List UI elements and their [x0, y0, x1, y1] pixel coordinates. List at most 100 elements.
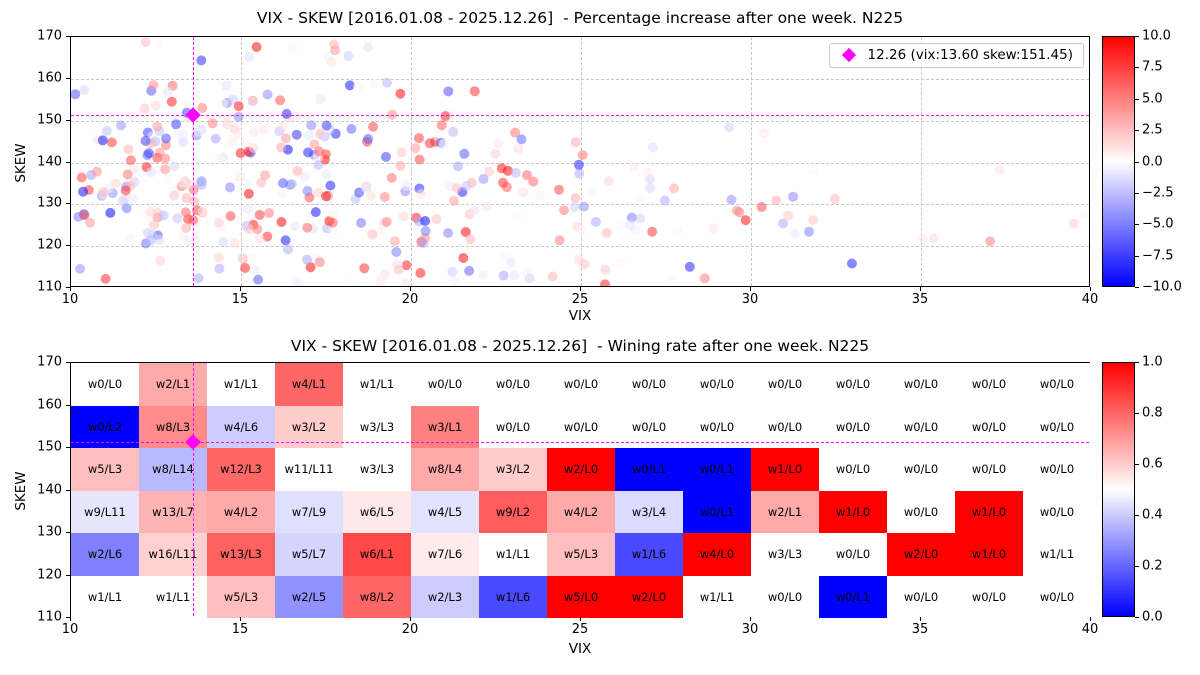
scatter-point: [929, 233, 939, 244]
scatter-point: [459, 148, 470, 159]
heatmap-cell-label: w3/L4: [631, 504, 667, 519]
heatmap-cell-label: w0/L0: [427, 377, 463, 392]
scatter-point: [643, 167, 654, 178]
scatter-point: [166, 96, 177, 107]
y-tick-mark: [66, 532, 70, 533]
scatter-points-layer: [71, 37, 1089, 286]
heatmap-cell-label: w13/L3: [220, 547, 262, 562]
heatmap-cell-label: w2/L6: [87, 547, 123, 562]
colorbar-tick-mark: [1135, 464, 1139, 465]
scatter-point: [314, 146, 325, 157]
heatmap-cell: w0/L0: [547, 405, 615, 448]
scatter-point: [286, 178, 297, 189]
scatter-point: [783, 210, 794, 221]
gridline: [71, 120, 1089, 122]
scatter-point: [420, 216, 431, 226]
heatmap-cell: w0/L0: [887, 363, 955, 406]
scatter-point: [510, 167, 521, 178]
y-tick-label: 170: [37, 28, 62, 44]
heatmap-cell-label: w0/L0: [563, 419, 599, 434]
scatter-point: [343, 51, 354, 61]
colorbar-tick-mark: [1135, 617, 1139, 618]
x-tick-label: 10: [61, 292, 79, 307]
scatter-point: [181, 222, 192, 233]
scatter-point: [391, 247, 402, 257]
heatmap-cell-label: w1/L1: [1039, 547, 1075, 562]
heatmap-cell: w1/L0: [819, 490, 887, 533]
heatmap-cell: w0/L0: [479, 363, 547, 406]
heatmap-cell-label: w1/L0: [971, 547, 1007, 562]
scatter-point: [443, 228, 454, 238]
gridline: [71, 246, 1089, 248]
scatter-point: [600, 264, 611, 275]
heatmap-cell-label: w3/L3: [359, 419, 395, 434]
heatmap-cell: w2/L0: [615, 575, 683, 618]
colorbar-tick-label: 2.5: [1142, 122, 1163, 138]
scatter-point: [356, 217, 367, 228]
scatter-point: [807, 165, 818, 176]
scatter-point: [498, 177, 508, 188]
scatter-point: [361, 183, 372, 194]
scatter-point: [169, 161, 180, 172]
colorbar-tick-label: −10.0: [1142, 279, 1182, 295]
heatmap-cell-label: w3/L1: [427, 419, 463, 434]
scatter-point: [214, 154, 225, 164]
x-tick-label: 20: [401, 292, 419, 307]
heatmap-cell: w3/L2: [479, 448, 547, 491]
scatter-point: [829, 193, 840, 204]
scatter-point: [305, 262, 316, 273]
scatter-point: [478, 174, 489, 184]
heatmap-cell: w11/L11: [275, 448, 343, 491]
scatter-point: [313, 160, 324, 170]
scatter-point: [180, 207, 191, 218]
scatter-point: [415, 268, 426, 278]
scatter-point: [576, 225, 587, 235]
heatmap-cell-label: w0/L1: [699, 462, 735, 477]
scatter-point: [193, 273, 204, 284]
heatmap-cell-label: w2/L3: [427, 589, 463, 604]
scatter-point: [346, 123, 357, 134]
scatter-point: [310, 207, 321, 218]
heatmap-cell-label: w1/L1: [223, 377, 259, 392]
scatter-point: [110, 178, 121, 189]
heatmap-cell-label: w0/L0: [835, 419, 871, 434]
heatmap-cell: w5/L7: [275, 533, 343, 576]
scatter-point: [304, 129, 315, 140]
scatter-point: [294, 278, 305, 286]
crosshair-vertical-line: [193, 37, 195, 286]
heatmap-cell: w3/L4: [615, 490, 683, 533]
scatter-point: [169, 190, 180, 201]
top-chart-inner: [71, 37, 1089, 286]
scatter-point: [214, 263, 225, 274]
heatmap-cell-label: w0/L0: [699, 377, 735, 392]
scatter-point: [314, 257, 325, 268]
heatmap-cells-layer: w0/L0 w2/L1 w1/L1 w4/L1 w1/L1 w0/L0 w0/L0 w0/L0…: [71, 363, 1091, 618]
scatter-point: [287, 43, 298, 54]
heatmap-cell-label: w0/L0: [903, 377, 939, 392]
heatmap-cell: w16/L11: [139, 533, 207, 576]
y-tick-mark: [66, 447, 70, 448]
scatter-point: [292, 165, 303, 176]
scatter-point: [178, 129, 188, 140]
scatter-point: [344, 80, 355, 91]
x-tick-label: 15: [231, 292, 249, 307]
scatter-point: [225, 211, 236, 222]
x-tick-label: 35: [911, 292, 929, 307]
scatter-point: [917, 234, 928, 245]
scatter-point: [325, 180, 336, 191]
y-tick-mark: [66, 574, 70, 576]
heatmap-cell-label: w2/L0: [563, 462, 599, 477]
scatter-point: [586, 187, 597, 198]
y-tick-label: 140: [37, 154, 62, 169]
colorbar-tick-label: 0.0: [1142, 154, 1163, 169]
heatmap-cell: w3/L3: [343, 448, 411, 491]
heatmap-cell-label: w0/L0: [903, 419, 939, 434]
scatter-point: [330, 45, 341, 56]
scatter-point: [460, 227, 471, 237]
scatter-point: [554, 235, 565, 246]
heatmap-cell: w0/L0: [479, 405, 547, 448]
scatter-point: [101, 125, 112, 136]
scatter-point: [478, 270, 489, 281]
scatter-point: [535, 190, 545, 201]
scatter-point: [436, 120, 447, 131]
